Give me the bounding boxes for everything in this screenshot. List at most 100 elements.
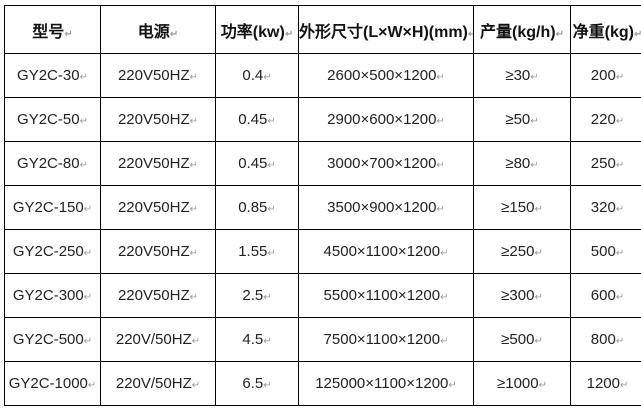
cell-net-weight: 500↵ [570,229,641,274]
cell-output: ≥1000↵ [473,361,571,406]
cell-value: 800 [590,331,616,348]
cell-value: GY2C-300 [12,287,84,304]
paragraph-mark-icon: ↵ [530,72,539,83]
cell-value: 6.5 [242,375,264,392]
cell-power-supply: 220V50HZ↵ [100,185,216,230]
paragraph-mark-icon: ↵ [83,248,93,259]
cell-value: ≥80 [505,155,531,172]
cell-value: ≥1000 [497,375,539,392]
cell-value: GY2C-1000 [8,375,88,392]
paragraph-mark-icon: ↵ [263,292,272,303]
paragraph-mark-icon: ↵ [615,72,625,83]
paragraph-mark-icon: ↵ [83,292,93,303]
cell-value: GY2C-50 [17,111,80,128]
paragraph-mark-icon: ↵ [83,204,93,215]
paragraph-mark-icon: ↵ [189,116,199,127]
cell-net-weight: 220↵ [570,97,641,142]
cell-value: 7500×1100×1200 [323,331,441,348]
cell-value: 3000×700×1200 [327,155,437,172]
paragraph-mark-icon: ↵ [267,248,276,259]
cell-model: GY2C-80↵ [4,141,101,186]
paragraph-mark-icon: ↵ [619,380,629,391]
paragraph-mark-icon: ↵ [267,204,276,215]
paragraph-mark-icon: ↵ [534,336,543,347]
cell-value: 125000×1100×1200 [315,375,449,392]
cell-value: 220V50HZ [117,67,190,84]
paragraph-mark-icon: ↵ [267,116,276,127]
cell-net-weight: 800↵ [570,317,641,362]
cell-dimensions: 7500×1100×1200↵ [298,317,474,362]
cell-value: 0.4 [242,67,264,84]
table-row: GY2C-150↵ 220V50HZ↵ 0.85↵ 3500×900×1200↵ ≥15… [4,185,641,230]
header-label: 功率(kw) [220,23,285,41]
cell-value: ≥300 [501,287,535,304]
cell-value: 1.55 [238,243,268,260]
cell-net-weight: 200↵ [570,53,641,98]
cell-model: GY2C-1000↵ [4,361,101,406]
cell-value: 250 [590,155,616,172]
table-row: GY2C-80↵ 220V50HZ↵ 0.45↵ 3000×700×1200↵ ≥80↵… [4,141,641,186]
paragraph-mark-icon: ↵ [267,160,276,171]
cell-value: 220V50HZ [117,111,190,128]
cell-value: 320 [590,199,616,216]
cell-value: 220V50HZ [117,243,190,260]
paragraph-mark-icon: ↵ [189,204,199,215]
cell-net-weight: 250↵ [570,141,641,186]
cell-value: ≥250 [501,243,535,260]
spec-table: 型号↵电源↵功率(kw)↵外形尺寸(L×W×H)(mm)↵产量(kg/h)↵净重… [4,5,641,406]
paragraph-mark-icon: ↵ [189,248,199,259]
cell-output: ≥300↵ [473,273,571,318]
table-row: GY2C-50↵ 220V50HZ↵ 0.45↵ 2900×600×1200↵ ≥50↵… [4,97,641,142]
cell-output: ≥150↵ [473,185,571,230]
header-output: 产量(kg/h)↵ [473,5,571,54]
paragraph-mark-icon: ↵ [83,336,93,347]
paragraph-mark-icon: ↵ [530,116,539,127]
cell-power: 0.4↵ [215,53,299,98]
cell-power: 0.45↵ [215,141,299,186]
cell-dimensions: 125000×1100×1200↵ [298,361,474,406]
paragraph-mark-icon: ↵ [263,336,272,347]
cell-power: 4.5↵ [215,317,299,362]
cell-power: 2.5↵ [215,273,299,318]
cell-value: 0.45 [238,155,268,172]
header-label: 产量(kg/h) [480,23,556,41]
cell-dimensions: 2900×600×1200↵ [298,97,474,142]
cell-output: ≥250↵ [473,229,571,274]
cell-power: 0.45↵ [215,97,299,142]
paragraph-mark-icon: ↵ [79,160,88,171]
cell-power-supply: 220V/50HZ↵ [100,361,216,406]
paragraph-mark-icon: ↵ [189,292,199,303]
paragraph-mark-icon: ↵ [530,160,539,171]
cell-model: GY2C-300↵ [4,273,101,318]
paragraph-mark-icon: ↵ [284,28,294,40]
cell-value: GY2C-500 [12,331,84,348]
cell-model: GY2C-30↵ [4,53,101,98]
cell-value: 2600×500×1200 [327,67,437,84]
cell-model: GY2C-250↵ [4,229,101,274]
cell-dimensions: 4500×1100×1200↵ [298,229,474,274]
paragraph-mark-icon: ↵ [263,72,272,83]
header-label: 型号 [32,23,65,41]
cell-value: 0.45 [238,111,268,128]
cell-value: GY2C-80 [17,155,80,172]
paragraph-mark-icon: ↵ [189,72,199,83]
paragraph-mark-icon: ↵ [615,160,625,171]
paragraph-mark-icon: ↵ [79,72,88,83]
cell-net-weight: 320↵ [570,185,641,230]
cell-power-supply: 220V50HZ↵ [100,141,216,186]
paragraph-mark-icon: ↵ [440,248,449,259]
paragraph-mark-icon: ↵ [169,28,179,40]
cell-dimensions: 3000×700×1200↵ [298,141,474,186]
cell-dimensions: 3500×900×1200↵ [298,185,474,230]
header-label: 电源 [137,23,170,41]
paragraph-mark-icon: ↵ [555,28,564,40]
cell-value: ≥500 [501,331,535,348]
paragraph-mark-icon: ↵ [440,336,449,347]
cell-value: 500 [590,243,616,260]
cell-power-supply: 220V/50HZ↵ [100,317,216,362]
cell-dimensions: 2600×500×1200↵ [298,53,474,98]
header-label: 净重(kg) [572,23,634,41]
cell-value: 1200 [586,375,620,392]
header-net-weight: 净重(kg)↵ [570,5,641,54]
paragraph-mark-icon: ↵ [534,248,543,259]
